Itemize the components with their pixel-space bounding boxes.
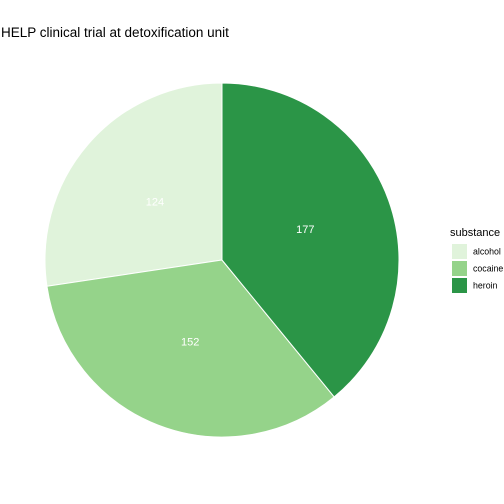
legend-title: substance <box>450 227 500 239</box>
pie-slices <box>44 82 400 438</box>
legend-label-heroin: heroin <box>473 281 498 291</box>
legend-key-heroin <box>452 278 467 293</box>
pie-slice-cocaine <box>46 259 335 438</box>
legend-key-cocaine <box>452 261 467 276</box>
legend: substance alcohol cocaine heroin <box>450 227 503 293</box>
chart-title: HELP clinical trial at detoxification un… <box>1 25 229 40</box>
slice-label-cocaine: 152 <box>181 337 199 349</box>
pie-slice-labels: 124 152 177 <box>146 196 315 348</box>
legend-label-cocaine: cocaine <box>473 264 503 274</box>
slice-label-alcohol: 124 <box>146 196 164 208</box>
legend-key-alcohol <box>452 244 467 259</box>
legend-label-alcohol: alcohol <box>473 247 501 257</box>
pie-slice-alcohol <box>44 82 223 287</box>
slice-label-heroin: 177 <box>296 224 314 236</box>
pie-slice-heroin <box>221 82 400 398</box>
